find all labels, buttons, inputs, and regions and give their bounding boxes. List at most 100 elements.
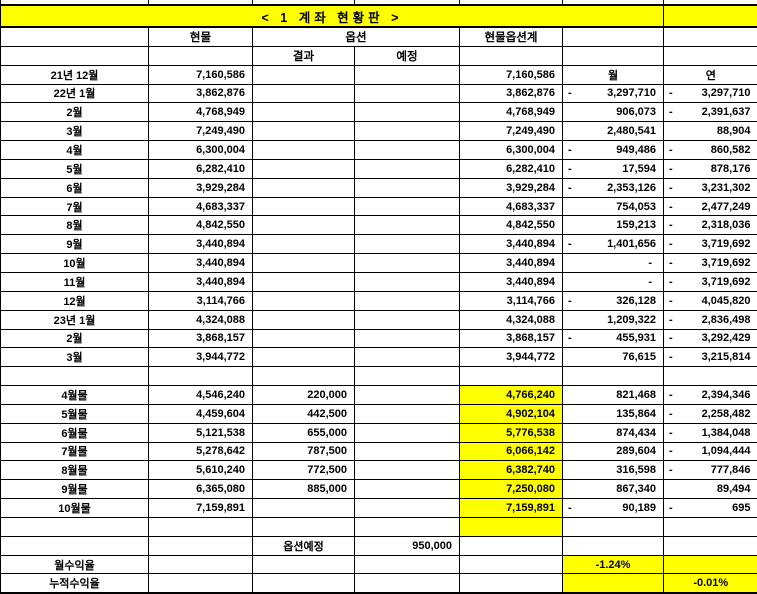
row-label[interactable]: 12월 — [1, 291, 149, 310]
row-label[interactable]: 2월 — [1, 103, 149, 122]
spot-cell[interactable]: 4,546,240 — [149, 386, 253, 405]
result-cell[interactable] — [253, 197, 355, 216]
cumulative-return-value[interactable]: -0.01% — [664, 574, 757, 593]
row-label[interactable]: 3월 — [1, 122, 149, 141]
row-label[interactable]: 6월 — [1, 178, 149, 197]
row-label[interactable]: 11월 — [1, 272, 149, 291]
title-side-cell[interactable] — [664, 5, 757, 27]
total-cell[interactable]: 6,300,004 — [460, 141, 563, 160]
result-cell[interactable] — [253, 103, 355, 122]
header-blank-cell[interactable] — [664, 46, 757, 65]
result-cell[interactable]: 787,500 — [253, 442, 355, 461]
spot-cell[interactable]: 4,459,604 — [149, 404, 253, 423]
month-cell[interactable]: 754,053 — [563, 197, 664, 216]
planned-cell[interactable] — [355, 423, 460, 442]
blank-cell[interactable] — [149, 367, 253, 386]
planned-cell[interactable] — [355, 386, 460, 405]
header-blank-cell[interactable] — [563, 27, 664, 46]
total-cell[interactable]: 7,159,891 — [460, 499, 563, 518]
blank-cell[interactable] — [460, 536, 563, 555]
year-cell[interactable]: -1,094,444 — [664, 442, 757, 461]
total-cell[interactable]: 7,249,490 — [460, 122, 563, 141]
total-cell[interactable]: 5,776,538 — [460, 423, 563, 442]
option-planned-value[interactable]: 950,000 — [355, 536, 460, 555]
planned-cell[interactable] — [355, 442, 460, 461]
cumulative-return-label[interactable]: 누적수익율 — [1, 574, 149, 593]
month-cell[interactable]: 906,073 — [563, 103, 664, 122]
year-cell[interactable]: 88,904 — [664, 122, 757, 141]
result-cell[interactable]: 772,500 — [253, 461, 355, 480]
blank-cell[interactable] — [460, 574, 563, 593]
result-cell[interactable]: 655,000 — [253, 423, 355, 442]
header-option[interactable]: 옵션 — [253, 27, 460, 46]
planned-cell[interactable] — [355, 141, 460, 160]
planned-cell[interactable] — [355, 235, 460, 254]
spot-cell[interactable]: 3,929,284 — [149, 178, 253, 197]
month-cell[interactable]: 289,604 — [563, 442, 664, 461]
option-planned-label[interactable]: 옵션예정 — [253, 536, 355, 555]
spot-cell[interactable]: 6,282,410 — [149, 159, 253, 178]
planned-cell[interactable] — [355, 310, 460, 329]
month-cell[interactable]: -90,189 — [563, 499, 664, 518]
result-cell[interactable] — [253, 216, 355, 235]
blank-cell[interactable] — [664, 367, 757, 386]
month-cell[interactable]: -17,594 — [563, 159, 664, 178]
blank-cell[interactable] — [253, 367, 355, 386]
highlight-blank-cell[interactable] — [460, 517, 563, 536]
blank-cell[interactable] — [355, 574, 460, 593]
blank-cell[interactable] — [1, 517, 149, 536]
planned-cell[interactable] — [355, 461, 460, 480]
spot-cell[interactable]: 4,842,550 — [149, 216, 253, 235]
result-cell[interactable]: 885,000 — [253, 480, 355, 499]
planned-cell[interactable] — [355, 480, 460, 499]
row-label[interactable]: 8월물 — [1, 461, 149, 480]
blank-cell[interactable] — [563, 536, 664, 555]
spot-cell[interactable]: 5,121,538 — [149, 423, 253, 442]
spot-cell[interactable]: 3,114,766 — [149, 291, 253, 310]
blank-cell[interactable] — [1, 367, 149, 386]
total-cell[interactable]: 3,944,772 — [460, 348, 563, 367]
year-cell[interactable]: -3,297,710 — [664, 84, 757, 103]
result-cell[interactable] — [253, 235, 355, 254]
result-cell[interactable] — [253, 159, 355, 178]
planned-cell[interactable] — [355, 197, 460, 216]
planned-cell[interactable] — [355, 159, 460, 178]
spot-cell[interactable]: 7,159,891 — [149, 499, 253, 518]
row-label[interactable]: 5월 — [1, 159, 149, 178]
spot-cell[interactable]: 5,278,642 — [149, 442, 253, 461]
planned-cell[interactable] — [355, 404, 460, 423]
month-cell[interactable]: 821,468 — [563, 386, 664, 405]
planned-cell[interactable] — [355, 291, 460, 310]
year-cell[interactable]: -777,846 — [664, 461, 757, 480]
header-blank-cell[interactable] — [664, 27, 757, 46]
month-cell[interactable]: -2,353,126 — [563, 178, 664, 197]
planned-cell[interactable] — [355, 216, 460, 235]
year-cell[interactable]: -1,384,048 — [664, 423, 757, 442]
planned-cell[interactable] — [355, 254, 460, 273]
blank-cell[interactable] — [563, 367, 664, 386]
month-cell[interactable]: 월 — [563, 65, 664, 84]
year-cell[interactable]: -2,394,346 — [664, 386, 757, 405]
row-label[interactable]: 21년 12월 — [1, 65, 149, 84]
total-cell[interactable]: 4,842,550 — [460, 216, 563, 235]
row-label[interactable]: 23년 1월 — [1, 310, 149, 329]
header-blank-cell[interactable] — [563, 46, 664, 65]
spot-cell[interactable]: 7,249,490 — [149, 122, 253, 141]
monthly-return-label[interactable]: 월수익율 — [1, 555, 149, 574]
header-blank-cell[interactable] — [1, 46, 149, 65]
result-cell[interactable] — [253, 84, 355, 103]
row-label[interactable]: 3월 — [1, 348, 149, 367]
year-cell[interactable]: -3,719,692 — [664, 235, 757, 254]
row-label[interactable]: 5월물 — [1, 404, 149, 423]
spot-cell[interactable]: 3,440,894 — [149, 235, 253, 254]
header-blank-cell[interactable] — [149, 46, 253, 65]
planned-cell[interactable] — [355, 329, 460, 348]
month-cell[interactable]: -1,401,656 — [563, 235, 664, 254]
year-cell[interactable]: -4,045,820 — [664, 291, 757, 310]
month-cell[interactable]: 76,615 — [563, 348, 664, 367]
month-cell[interactable]: 2,480,541 — [563, 122, 664, 141]
year-cell[interactable]: -695 — [664, 499, 757, 518]
month-cell[interactable]: -949,486 — [563, 141, 664, 160]
result-cell[interactable] — [253, 178, 355, 197]
planned-cell[interactable] — [355, 84, 460, 103]
